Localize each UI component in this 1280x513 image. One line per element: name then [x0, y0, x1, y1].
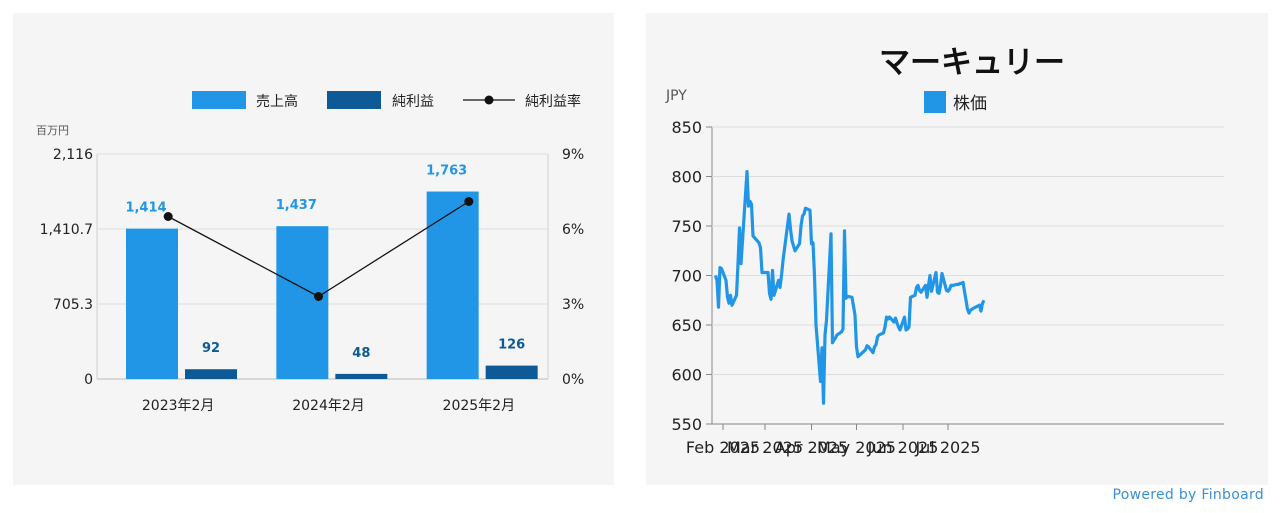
y-tick-label: 600: [671, 366, 702, 385]
chart-title: マーキュリー: [879, 45, 1065, 81]
net-income-bar-label: 92: [202, 341, 220, 356]
revenue-bar: [276, 226, 329, 379]
x-tick-label: Mar 2025: [727, 438, 803, 457]
financials-chart-panel: 2,116 1,410.7 705.3 0 9% 6% 3% 0% 百万円 1,414 92 2023…: [13, 13, 614, 485]
legend-label-net-income: 純利益: [392, 94, 434, 110]
x-tick-label: Jul 2025: [914, 438, 980, 457]
net-income-bar-label: 48: [352, 346, 370, 361]
legend-label-net-margin: 純利益率: [525, 93, 581, 110]
y-tick-label: 800: [671, 168, 702, 187]
y-axis-unit: 百万円: [36, 124, 69, 137]
revenue-bar-label: 1,414: [125, 201, 166, 216]
y-tick-label: 850: [671, 118, 702, 137]
net-margin-point: [464, 197, 474, 206]
y-tick-label: 750: [671, 217, 702, 236]
y2-tick-label: 6%: [562, 222, 584, 238]
revenue-bar-label: 1,437: [276, 198, 317, 213]
x-tick-label: Apr 2025: [775, 438, 848, 457]
y-tick-label: 0: [84, 372, 93, 388]
x-tick-label: 2025年2月: [443, 398, 516, 414]
net-income-bar: [335, 373, 388, 379]
net-income-bar-label: 126: [498, 338, 525, 353]
x-tick-label: May 2025: [817, 438, 896, 457]
y2-tick-label: 0%: [562, 372, 584, 388]
y-tick-label: 550: [671, 415, 702, 434]
y-tick-label: 2,116: [53, 147, 93, 163]
legend-swatch-stock: [924, 91, 946, 113]
y-tick-label: 705.3: [53, 297, 93, 313]
legend-label-revenue: 売上高: [256, 93, 298, 110]
x-tick-label: 2023年2月: [142, 398, 215, 414]
y2-tick-label: 9%: [562, 147, 584, 163]
revenue-bar-label: 1,763: [426, 164, 467, 179]
legend-label-stock: 株価: [953, 94, 987, 114]
net-margin-point: [163, 212, 173, 221]
y-tick-label: 700: [671, 267, 702, 286]
legend-marker-net-margin: [484, 95, 494, 105]
x-tick-label: Feb 2025: [686, 438, 760, 457]
legend-swatch-revenue: [192, 91, 246, 109]
net-margin-point: [314, 292, 323, 301]
x-tick-label: Jun 2025: [867, 438, 939, 457]
y-axis-unit: JPY: [665, 88, 687, 104]
y-tick-label: 650: [671, 316, 702, 335]
financials-chart: 2,116 1,410.7 705.3 0 9% 6% 3% 0% 百万円 1,414 92 2023…: [36, 91, 584, 414]
revenue-bar: [126, 228, 178, 379]
net-income-bar: [185, 369, 237, 379]
stock-price-line: [713, 170, 986, 405]
revenue-bar: [426, 191, 479, 379]
y2-tick-label: 3%: [562, 297, 584, 313]
x-tick-label: 2024年2月: [292, 398, 365, 414]
net-income-bar: [485, 365, 538, 379]
stock-chart-panel: マーキュリー株価 JPY 850 800 750 700 650 600 550 Feb 2025…: [646, 13, 1268, 485]
y-tick-label: 1,410.7: [40, 222, 93, 238]
powered-by-link[interactable]: Powered by Finboard: [1112, 487, 1264, 503]
legend-swatch-net-income: [327, 91, 381, 109]
